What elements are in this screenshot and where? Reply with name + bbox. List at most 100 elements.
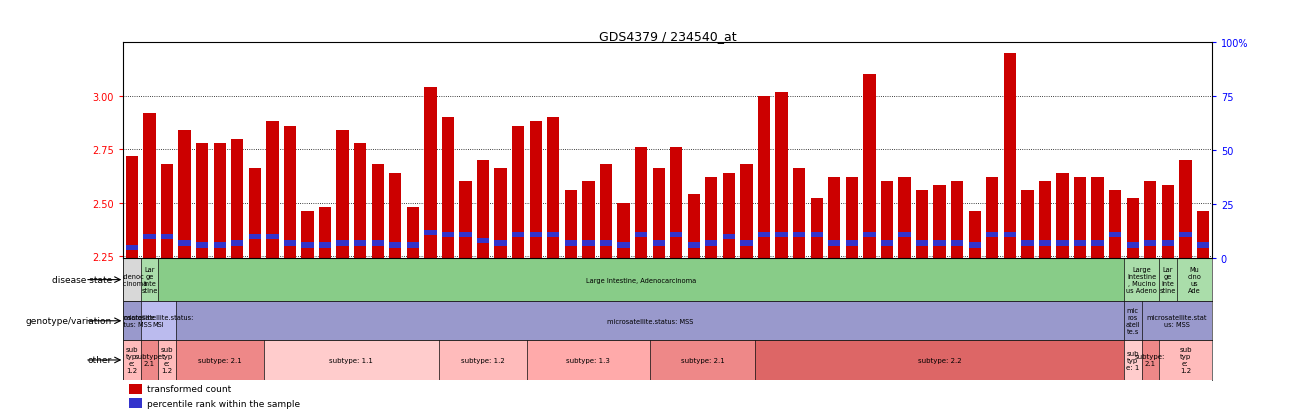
Bar [176,301,1124,341]
Bar [968,243,981,248]
Text: Lar
ge
Inte
stine: Lar ge Inte stine [1160,266,1175,293]
Bar [123,259,141,301]
Bar [141,301,176,341]
Bar [530,122,542,259]
Bar [740,165,753,259]
Bar [477,161,489,259]
Bar [214,143,226,259]
Bar [652,169,665,259]
Bar [1003,232,1016,237]
Bar [565,241,577,246]
Bar [231,139,244,259]
Bar [372,165,384,259]
Bar [284,241,295,246]
Bar [881,182,893,259]
Bar [1179,161,1191,259]
Bar [161,234,174,240]
Bar [128,385,141,394]
Bar [582,182,595,259]
Bar [565,190,577,259]
Bar [179,241,191,246]
Bar [1074,241,1086,246]
Bar [319,243,332,248]
Text: microsatellite.status:
MSI: microsatellite.status: MSI [123,315,193,328]
Text: subtype: 2.2: subtype: 2.2 [918,357,962,363]
Bar [916,241,928,246]
Bar [1124,259,1159,301]
Text: mic
ros
atell
te.s: mic ros atell te.s [1125,308,1140,335]
Bar [968,211,981,259]
Bar [898,178,911,259]
Bar [512,232,525,237]
Bar [846,241,858,246]
Bar [337,241,349,246]
Bar [916,190,928,259]
Bar [354,241,367,246]
Bar [442,118,454,259]
Text: Large
Intestine
, Mucino
us Adeno: Large Intestine , Mucino us Adeno [1126,266,1157,293]
Bar [161,165,174,259]
Bar [141,341,158,380]
Title: GDS4379 / 234540_at: GDS4379 / 234540_at [599,31,736,43]
Text: subtype:
2.1: subtype: 2.1 [1135,354,1165,367]
Bar [723,234,735,240]
Bar [1159,259,1177,301]
Bar [512,126,525,259]
Bar [775,93,788,259]
Bar [337,131,349,259]
Bar [123,301,141,341]
Bar [1177,259,1212,301]
Bar [933,186,946,259]
Bar [424,230,437,235]
Bar [740,241,753,246]
Bar [158,341,176,380]
Bar [670,232,683,237]
Bar [144,114,156,259]
Bar [810,199,823,259]
Bar [266,234,279,240]
Bar [459,182,472,259]
Bar [1039,241,1051,246]
Bar [951,182,963,259]
Bar [582,241,595,246]
Bar [407,207,419,259]
Bar [389,243,402,248]
Bar [459,232,472,237]
Bar [231,241,244,246]
Text: Large Intestine, Adenocarcinoma: Large Intestine, Adenocarcinoma [586,277,696,283]
Bar [810,232,823,237]
Bar [1056,241,1069,246]
Text: microsatellite.status: MSS: microsatellite.status: MSS [607,318,693,324]
Text: other: other [88,356,113,365]
Bar [495,241,507,246]
Bar [144,234,156,240]
Text: subtype: 2.1: subtype: 2.1 [198,357,241,363]
Bar [1003,54,1016,259]
Bar [1109,232,1121,237]
Bar [1091,241,1104,246]
Bar [1074,178,1086,259]
Bar [1109,190,1121,259]
Bar [128,399,141,408]
Bar [756,341,1124,380]
Bar [1056,173,1069,259]
Bar [863,232,876,237]
Bar [1161,186,1174,259]
Text: sub
typ
e:
1.2: sub typ e: 1.2 [161,347,174,374]
Text: subtype: 1.1: subtype: 1.1 [329,357,373,363]
Bar [846,178,858,259]
Bar [302,243,314,248]
Bar [547,232,560,237]
Bar [249,169,260,259]
Bar [547,118,560,259]
Text: Lar
ge
Inte
stine: Lar ge Inte stine [141,266,158,293]
Bar [828,241,840,246]
Bar [1021,241,1033,246]
Bar [424,88,437,259]
Bar [302,211,314,259]
Bar [758,232,770,237]
Bar [793,169,805,259]
Text: microsatellite
.status: MSS: microsatellite .status: MSS [109,315,154,328]
Bar [649,341,756,380]
Text: subtype: 1.3: subtype: 1.3 [566,357,610,363]
